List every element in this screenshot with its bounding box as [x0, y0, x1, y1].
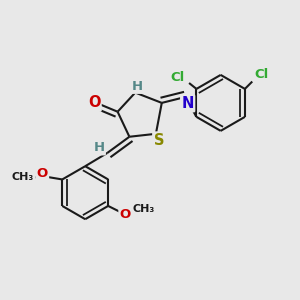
Text: Cl: Cl [255, 68, 269, 81]
Text: N: N [182, 96, 194, 111]
Text: S: S [154, 133, 164, 148]
Text: O: O [88, 95, 100, 110]
Text: CH₃: CH₃ [12, 172, 34, 182]
Text: O: O [37, 167, 48, 180]
Text: H: H [132, 80, 143, 93]
Text: O: O [120, 208, 131, 221]
Text: CH₃: CH₃ [133, 204, 155, 214]
Text: Cl: Cl [171, 70, 185, 84]
Text: H: H [94, 141, 105, 154]
